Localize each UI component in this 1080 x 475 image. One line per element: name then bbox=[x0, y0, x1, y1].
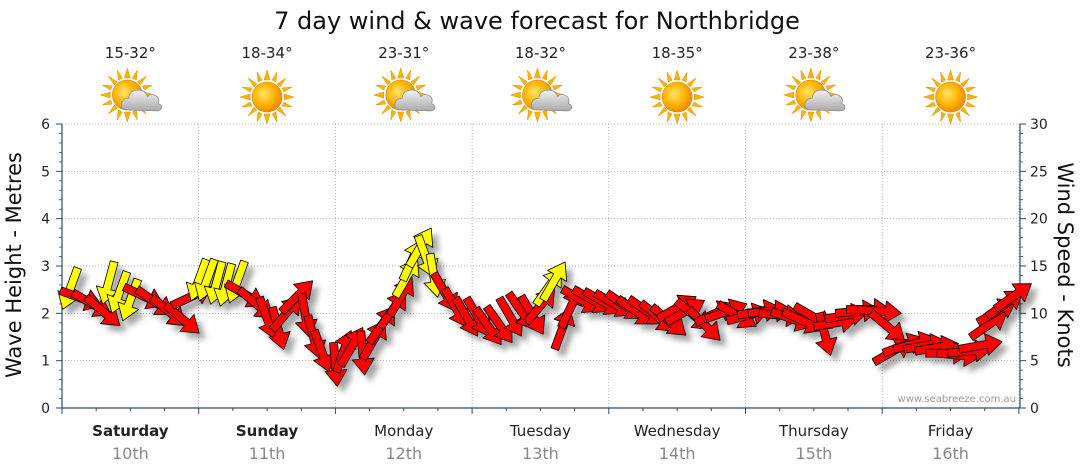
wind-arrow-light bbox=[539, 261, 568, 303]
left-axis-label: Wave Height - Metres bbox=[2, 152, 26, 378]
right-tick-label: 25 bbox=[1030, 164, 1048, 180]
day-name: Wednesday bbox=[634, 422, 721, 440]
right-tick-label: 10 bbox=[1030, 306, 1048, 322]
right-axis-label: Wind Speed - Knots bbox=[1053, 162, 1077, 367]
left-tick-label: 0 bbox=[41, 401, 50, 417]
wind-arrow bbox=[83, 293, 121, 326]
wind-arrow bbox=[278, 280, 314, 316]
sun-cloud-icon bbox=[373, 67, 436, 123]
wind-arrow-light bbox=[95, 260, 119, 305]
forecast-day: 18-34° bbox=[239, 44, 295, 125]
temperature-range: 23-36° bbox=[925, 44, 976, 62]
wind-arrow-light bbox=[57, 266, 82, 310]
sun-cloud-icon bbox=[783, 67, 846, 123]
wind-arrows bbox=[57, 227, 1032, 387]
day-labels: Saturday 10th Sunday 11th Monday 12th Tuesday 1… bbox=[92, 422, 973, 463]
day-date: 16th bbox=[932, 444, 969, 463]
day-name: Friday bbox=[928, 422, 974, 440]
chart-title: 7 day wind & wave forecast for Northbrid… bbox=[274, 7, 800, 35]
forecast-day: 18-32° bbox=[510, 44, 573, 123]
left-tick-label: 3 bbox=[41, 259, 50, 275]
temperature-range: 18-34° bbox=[242, 44, 293, 62]
temperature-range: 23-38° bbox=[788, 44, 839, 62]
right-tick-label: 5 bbox=[1030, 354, 1039, 370]
wind-arrow bbox=[856, 300, 902, 324]
axes: 0 1 2 3 4 5 6 0 5 10 15 20 25 30 bbox=[41, 117, 1048, 417]
day-date: 15th bbox=[795, 444, 832, 463]
wind-arrow bbox=[495, 295, 524, 337]
wind-arrow bbox=[472, 305, 502, 346]
temperature-range: 23-31° bbox=[378, 44, 429, 62]
day-name: Sunday bbox=[236, 422, 299, 440]
right-tick-label: 20 bbox=[1030, 212, 1048, 228]
wind-arrow bbox=[992, 283, 1032, 313]
temperature-range: 18-35° bbox=[652, 44, 703, 62]
day-name: Saturday bbox=[92, 422, 169, 440]
forecast-day: 23-31° bbox=[373, 44, 436, 123]
day-date: 11th bbox=[249, 444, 286, 463]
day-date: 14th bbox=[659, 444, 696, 463]
left-tick-label: 6 bbox=[41, 117, 50, 133]
right-tick-label: 30 bbox=[1030, 117, 1048, 133]
wind-arrow bbox=[957, 333, 1003, 356]
sun-cloud-icon bbox=[510, 67, 573, 123]
weather-row: 15-32° 18-34° 23-31° 18-32° 18-35° 23-38° 23-3… bbox=[100, 44, 978, 125]
wind-arrow bbox=[162, 301, 200, 334]
credit-text: www.seabreeze.com.au bbox=[898, 394, 1016, 405]
left-tick-label: 4 bbox=[41, 212, 50, 228]
left-tick-label: 1 bbox=[41, 354, 50, 370]
forecast-day: 18-35° bbox=[649, 44, 705, 125]
left-tick-label: 2 bbox=[41, 306, 50, 322]
temperature-range: 18-32° bbox=[515, 44, 566, 62]
sun-icon bbox=[649, 69, 705, 125]
sun-icon bbox=[239, 69, 295, 125]
left-tick-label: 5 bbox=[41, 164, 50, 180]
day-name: Tuesday bbox=[509, 422, 571, 440]
sun-cloud-icon bbox=[100, 67, 162, 123]
forecast-day: 23-38° bbox=[783, 44, 846, 123]
temperature-range: 15-32° bbox=[105, 44, 156, 62]
right-tick-label: 15 bbox=[1030, 259, 1048, 275]
day-name: Thursday bbox=[778, 422, 849, 440]
wind-arrow bbox=[310, 328, 335, 373]
sun-icon bbox=[923, 69, 978, 125]
right-tick-label: 0 bbox=[1030, 401, 1039, 417]
day-date: 10th bbox=[112, 444, 149, 463]
day-name: Monday bbox=[374, 422, 433, 440]
forecast-day: 15-32° bbox=[100, 44, 162, 123]
day-date: 13th bbox=[522, 444, 559, 463]
forecast-day: 23-36° bbox=[923, 44, 978, 125]
plot-area: 0 1 2 3 4 5 6 0 5 10 15 20 25 30 bbox=[41, 117, 1048, 417]
day-date: 12th bbox=[385, 444, 422, 463]
